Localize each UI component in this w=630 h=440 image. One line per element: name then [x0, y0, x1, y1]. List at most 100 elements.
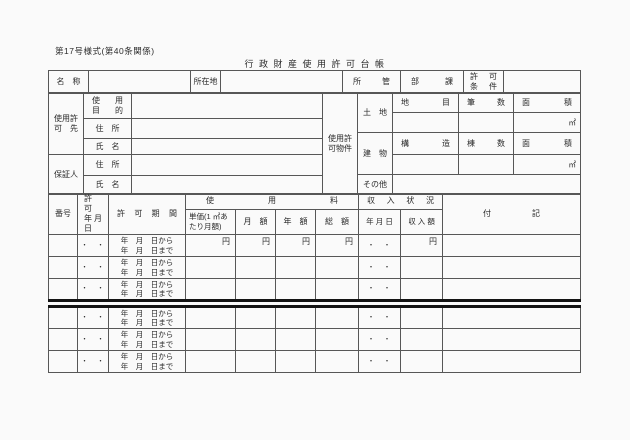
cell-period: 年 月 日から 年 月 日まで — [108, 256, 186, 279]
cell-income-amount: 円 — [400, 234, 444, 257]
cell-period: 年 月 日から 年 月 日まで — [108, 328, 186, 351]
permittee-section-label: 使用許 可 先 — [48, 92, 84, 155]
other-value-cell — [392, 174, 581, 195]
cell-permit-date: ・ ・ — [77, 278, 109, 301]
cell-monthly — [235, 306, 276, 329]
form-number-text: 第17号様式(第40条関係) — [55, 46, 155, 56]
property-section-label: 使用許 可物件 — [322, 92, 358, 195]
cell-total — [315, 350, 359, 373]
cell-number — [48, 256, 78, 279]
cell-income-date: ・ ・ — [358, 278, 402, 301]
cell-yearly — [275, 306, 316, 329]
cell-total — [315, 328, 359, 351]
location-label: 所在地 — [190, 70, 221, 94]
permittee-name-value-cell — [131, 138, 323, 155]
permittee-address-value-cell — [131, 118, 323, 139]
cell-number — [48, 306, 78, 329]
cell-monthly — [235, 256, 276, 279]
land-lots-value-cell — [458, 112, 514, 133]
building-label: 建 物 — [357, 132, 393, 175]
cell-note — [442, 350, 581, 373]
building-area-header: 面 積 — [513, 132, 581, 155]
cell-unit-price: 円 — [185, 234, 236, 257]
land-category-header: 地 目 — [392, 92, 459, 113]
header-number: 番号 — [48, 193, 78, 235]
permittee-name-label: 氏 名 — [83, 138, 132, 155]
name-label: 名 称 — [48, 70, 89, 94]
cell-unit-price — [185, 306, 236, 329]
info-table: 名 称 所在地 所 管 部 課 許 可 条 件 — [48, 70, 581, 94]
cell-monthly: 円 — [235, 234, 276, 257]
header-permit-date: 許 可 年月日 — [77, 193, 109, 235]
location-value-cell — [220, 70, 343, 94]
cell-total: 円 — [314, 234, 360, 257]
cell-unit-price — [185, 350, 236, 373]
cell-income-date: ・ ・ — [358, 306, 401, 329]
cell-period: 年 月 日から 年 月 日まで — [108, 234, 186, 257]
cell-period: 年 月 日から 年 月 日まで — [108, 306, 186, 329]
guarantor-address-label: 住 所 — [83, 154, 132, 176]
cell-monthly — [235, 328, 276, 351]
cell-monthly — [235, 278, 276, 301]
cell-note — [442, 256, 582, 279]
jurisdiction-label: 所 管 — [342, 70, 401, 94]
cell-period: 年 月 日から 年 月 日まで — [108, 350, 186, 373]
cell-total — [314, 278, 360, 301]
middle-block: 使用許 可 先 使 用 目 的 住 所 氏 名 保証人 住 所 氏 名 使用許 … — [48, 92, 581, 195]
guarantor-address-value-cell — [131, 154, 323, 176]
land-label: 土 地 — [357, 92, 393, 133]
building-count-header: 棟 数 — [458, 132, 514, 155]
header-unit-price: 単価(1 ㎡あ たり月額) — [185, 208, 236, 236]
building-count-value-cell — [458, 154, 514, 175]
header-yearly: 年 額 — [275, 208, 316, 236]
purpose-value-cell — [131, 92, 323, 119]
cell-permit-date: ・ ・ — [77, 256, 109, 279]
name-value-cell — [88, 70, 191, 94]
permittee-address-label: 住 所 — [83, 118, 132, 139]
header-usage-fee: 使 用 料 — [184, 193, 360, 210]
building-area-unit-cell: ㎡ — [513, 154, 581, 175]
header-monthly: 月 額 — [235, 208, 276, 236]
cell-income-amount — [400, 278, 444, 301]
cell-number — [48, 278, 78, 301]
purpose-label: 使 用 目 的 — [83, 92, 132, 119]
cell-total — [314, 256, 360, 279]
department-section-cell: 部 課 — [400, 70, 464, 94]
ledger-table-1: 番号 許 可 年月日 許 可 期 間 使 用 料 収 入 状 況 付 記 単価(… — [48, 193, 582, 302]
permittee-guarantor-table: 使用許 可 先 使 用 目 的 住 所 氏 名 保証人 住 所 氏 名 — [48, 92, 323, 195]
header-income-amount: 収 入 額 — [400, 208, 444, 236]
cell-note — [442, 328, 581, 351]
guarantor-name-label: 氏 名 — [83, 175, 132, 195]
building-structure-value-cell — [392, 154, 459, 175]
building-structure-header: 構 造 — [392, 132, 459, 155]
cell-unit-price — [185, 328, 236, 351]
page-title: 行 政 財 産 使 用 許 可 台 帳 — [244, 59, 386, 69]
cell-income-date: ・ ・ — [358, 256, 402, 279]
cell-period: 年 月 日から 年 月 日まで — [108, 278, 186, 301]
guarantor-name-value-cell — [131, 175, 323, 195]
cell-yearly — [275, 278, 316, 301]
cell-income-amount — [400, 328, 443, 351]
header-note: 付 記 — [442, 193, 582, 235]
header-total: 総 額 — [314, 208, 360, 236]
cell-yearly — [275, 256, 316, 279]
cell-yearly: 円 — [275, 234, 316, 257]
cell-yearly — [275, 328, 316, 351]
cell-note — [442, 234, 582, 257]
header-permit-period: 許 可 期 間 — [108, 193, 186, 235]
cell-unit-price — [185, 278, 236, 301]
conditions-value-cell — [503, 70, 581, 94]
cell-income-amount — [400, 306, 443, 329]
property-table: 使用許 可物件 土 地 地 目 筆 数 面 積 ㎡ 建 物 構 造 棟 数 面 … — [322, 92, 581, 195]
cell-income-date: ・ ・ — [358, 234, 402, 257]
cell-monthly — [235, 350, 276, 373]
cell-number — [48, 350, 78, 373]
cell-permit-date: ・ ・ — [77, 328, 109, 351]
land-area-unit-cell: ㎡ — [513, 112, 581, 133]
cell-number — [48, 328, 78, 351]
other-label: その他 — [357, 174, 393, 195]
cell-yearly — [275, 350, 316, 373]
header-income-date: 年 月 日 — [358, 208, 402, 236]
cell-income-date: ・ ・ — [358, 328, 401, 351]
land-area-header: 面 積 — [513, 92, 581, 113]
